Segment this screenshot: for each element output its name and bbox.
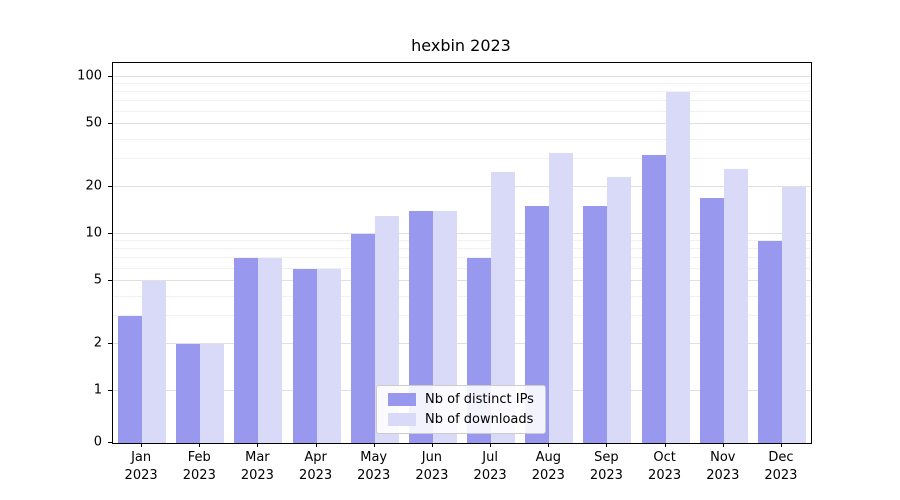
gridline-70: [113, 100, 811, 102]
y-tick-mark: [108, 233, 112, 234]
bar-distinct-ips-feb: [176, 343, 201, 443]
bar-distinct-ips-jan: [118, 316, 143, 443]
gridline-5: [113, 280, 811, 282]
x-tick-label-feb: Feb 2023: [182, 450, 216, 483]
x-tick-label-sep: Sep 2023: [589, 450, 623, 483]
x-tick-label-jun: Jun 2023: [415, 450, 449, 483]
x-tick-label-nov: Nov 2023: [706, 450, 740, 483]
y-tick-label-20: 20: [85, 178, 102, 194]
legend: Nb of distinct IPs Nb of downloads: [376, 385, 546, 434]
gridline-80: [113, 91, 811, 93]
x-tick-label-oct: Oct 2023: [648, 450, 682, 483]
gridline-10: [113, 233, 811, 234]
bar-distinct-ips-mar: [234, 258, 259, 443]
legend-swatch-distinct-ips: [388, 393, 416, 406]
gridline-2: [113, 342, 811, 344]
gridline-30: [113, 158, 811, 160]
x-tick-mark: [606, 443, 608, 447]
gridline-20: [113, 185, 811, 187]
gridline-8: [113, 248, 811, 250]
legend-label-downloads: Nb of downloads: [425, 412, 534, 427]
x-tick-mark: [257, 443, 259, 447]
gridline-40: [113, 138, 811, 140]
x-tick-label-dec: Dec 2023: [764, 450, 798, 483]
y-tick-mark: [108, 280, 112, 282]
gridline-50: [113, 123, 811, 125]
bar-downloads-sep: [607, 177, 632, 443]
gridline-90: [113, 83, 811, 85]
gridline-3: [113, 315, 811, 317]
gridline-7: [113, 257, 811, 259]
x-tick-label-aug: Aug 2023: [531, 450, 565, 483]
x-tick-mark: [490, 443, 492, 447]
bar-downloads-jan: [142, 281, 167, 443]
gridline-6: [113, 267, 811, 269]
x-tick-mark: [780, 443, 782, 447]
x-tick-label-mar: Mar 2023: [240, 450, 274, 483]
gridline-4: [113, 295, 811, 297]
legend-swatch-downloads: [388, 413, 416, 426]
y-tick-label-0: 0: [93, 434, 102, 450]
bar-downloads-feb: [200, 343, 225, 443]
x-tick-mark: [431, 443, 433, 447]
y-tick-mark: [108, 185, 112, 187]
bar-downloads-nov: [723, 168, 748, 443]
legend-row-distinct-ips: Nb of distinct IPs: [388, 392, 534, 407]
y-tick-mark: [108, 76, 112, 77]
x-tick-mark: [664, 443, 666, 447]
bar-distinct-ips-may: [350, 234, 375, 443]
bar-distinct-ips-oct: [641, 154, 666, 443]
y-tick-mark: [108, 390, 112, 391]
gridline-100: [113, 76, 811, 77]
x-tick-mark: [722, 443, 724, 447]
plot-area: Nb of distinct IPs Nb of downloads: [112, 62, 812, 444]
bar-downloads-oct: [665, 92, 690, 443]
x-tick-mark: [548, 443, 550, 447]
legend-label-distinct-ips: Nb of distinct IPs: [425, 392, 534, 407]
x-tick-mark: [199, 443, 201, 447]
gridline-60: [113, 110, 811, 112]
bar-downloads-aug: [549, 152, 574, 443]
chart-title: hexbin 2023: [411, 36, 511, 55]
x-tick-mark: [315, 443, 317, 447]
x-tick-mark: [373, 443, 375, 447]
bar-downloads-mar: [258, 258, 283, 443]
x-tick-label-apr: Apr 2023: [299, 450, 333, 483]
bar-distinct-ips-nov: [699, 197, 724, 443]
x-tick-label-jan: Jan 2023: [124, 450, 158, 483]
x-tick-mark: [141, 443, 143, 447]
x-tick-label-may: May 2023: [357, 450, 391, 483]
y-tick-mark: [108, 442, 112, 443]
bar-distinct-ips-dec: [757, 241, 782, 443]
bar-downloads-apr: [316, 268, 341, 443]
y-tick-label-10: 10: [85, 225, 102, 241]
y-tick-label-5: 5: [93, 272, 102, 288]
legend-row-downloads: Nb of downloads: [388, 412, 534, 427]
y-tick-label-2: 2: [93, 335, 102, 351]
y-tick-label-1: 1: [93, 382, 102, 398]
y-tick-mark: [108, 342, 112, 344]
y-tick-label-100: 100: [77, 68, 102, 84]
y-tick-mark: [108, 123, 112, 125]
bar-distinct-ips-apr: [292, 268, 317, 443]
bar-downloads-dec: [781, 186, 806, 443]
gridline-9: [113, 240, 811, 242]
x-tick-label-jul: Jul 2023: [473, 450, 507, 483]
y-tick-label-50: 50: [85, 115, 102, 131]
bar-distinct-ips-sep: [583, 206, 608, 443]
